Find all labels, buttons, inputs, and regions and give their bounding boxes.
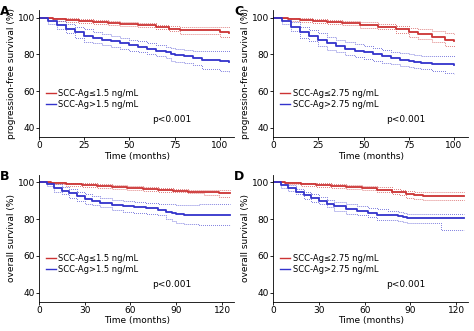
Legend: SCC-Ag≤1.5 ng/mL, SCC-Ag>1.5 ng/mL: SCC-Ag≤1.5 ng/mL, SCC-Ag>1.5 ng/mL: [45, 253, 139, 275]
Text: A: A: [0, 5, 9, 18]
Text: C: C: [234, 5, 243, 18]
X-axis label: Time (months): Time (months): [338, 152, 404, 161]
X-axis label: Time (months): Time (months): [338, 316, 404, 325]
Text: D: D: [234, 170, 245, 183]
Y-axis label: progression-free survival (%): progression-free survival (%): [7, 8, 16, 139]
X-axis label: Time (months): Time (months): [104, 152, 170, 161]
Y-axis label: progression-free survival (%): progression-free survival (%): [241, 8, 250, 139]
Legend: SCC-Ag≤1.5 ng/mL, SCC-Ag>1.5 ng/mL: SCC-Ag≤1.5 ng/mL, SCC-Ag>1.5 ng/mL: [45, 88, 139, 110]
Y-axis label: overall survival (%): overall survival (%): [241, 194, 250, 282]
Legend: SCC-Ag≤2.75 ng/mL, SCC-Ag>2.75 ng/mL: SCC-Ag≤2.75 ng/mL, SCC-Ag>2.75 ng/mL: [279, 253, 379, 275]
Text: p<0.001: p<0.001: [152, 280, 191, 289]
Y-axis label: overall survival (%): overall survival (%): [7, 194, 16, 282]
X-axis label: Time (months): Time (months): [104, 316, 170, 325]
Text: p<0.001: p<0.001: [152, 115, 191, 124]
Text: B: B: [0, 170, 9, 183]
Legend: SCC-Ag≤2.75 ng/mL, SCC-Ag>2.75 ng/mL: SCC-Ag≤2.75 ng/mL, SCC-Ag>2.75 ng/mL: [279, 88, 379, 110]
Text: p<0.001: p<0.001: [386, 115, 426, 124]
Text: p<0.001: p<0.001: [386, 280, 426, 289]
